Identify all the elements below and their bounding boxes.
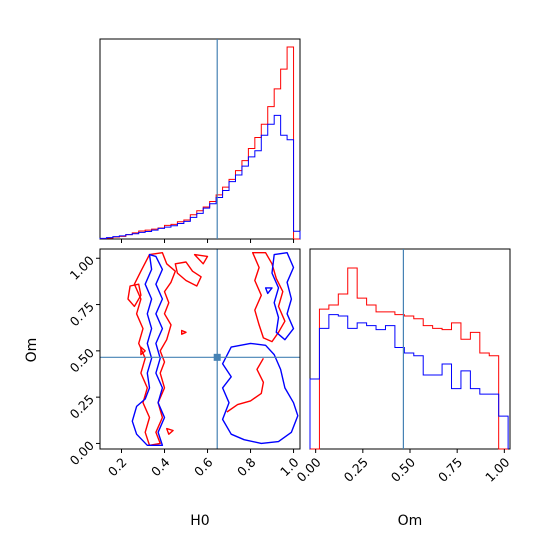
contour-red-6 [140, 346, 146, 356]
histogram-om-x-tick-label: 0.25 [341, 455, 371, 485]
contour-y-tick-label: 0.75 [67, 299, 97, 329]
histogram-om-series-blue [309, 314, 509, 449]
contour-blue-12 [264, 287, 273, 295]
contour-red-3 [193, 253, 209, 265]
contour-red-2 [174, 261, 202, 287]
contour-y-tick-label: 0.00 [67, 438, 97, 468]
histogram-h0-series-red [99, 46, 300, 240]
contour-x-tick-label: 0.2 [105, 455, 130, 480]
ylabel-om: Om [24, 338, 40, 363]
contour-red-1 [127, 283, 142, 308]
histogram-om-x-tick-label: 0.50 [388, 454, 418, 484]
contour-red-8 [181, 329, 187, 335]
contour-x-tick-label: 0.8 [234, 454, 259, 479]
contour-red-4 [252, 252, 286, 343]
truth-marker [213, 353, 221, 361]
histogram-h0-series-blue [99, 114, 301, 239]
contour-blue-11 [271, 252, 295, 341]
contour-x-tick-label: 0.4 [148, 454, 173, 479]
contour-red-5 [226, 357, 265, 413]
xlabel-h0: H0 [190, 513, 209, 529]
histogram-h0-frame [99, 38, 301, 240]
xlabel-om: Om [398, 513, 423, 529]
contour-blue-9 [131, 253, 166, 446]
contour-frame [99, 248, 301, 450]
histogram-om-x-tick-label: 0.00 [293, 454, 323, 484]
histogram-om-x-tick-label: 0.75 [435, 455, 465, 485]
contour-h0-om-panel: 0.2 0.4 0.6 0.8 1.00.000.250.500.751.00 [67, 248, 302, 480]
contour-y-tick-label: 0.50 [67, 345, 97, 375]
contour-blue-10 [221, 342, 299, 445]
histogram-om-x-tick-label: 1.00 [482, 454, 512, 484]
contour-x-tick-label: 0.6 [191, 454, 216, 479]
contour-y-tick-label: 0.25 [67, 391, 97, 421]
histogram-om-series-red [310, 267, 509, 450]
histogram-h0-panel [99, 38, 301, 243]
contour-y-tick-label: 1.00 [67, 253, 97, 283]
contour-red-0 [133, 252, 176, 446]
histogram-om-panel: 0.00 0.25 0.50 0.75 1.00 [293, 248, 512, 485]
contour-red-7 [166, 427, 174, 435]
